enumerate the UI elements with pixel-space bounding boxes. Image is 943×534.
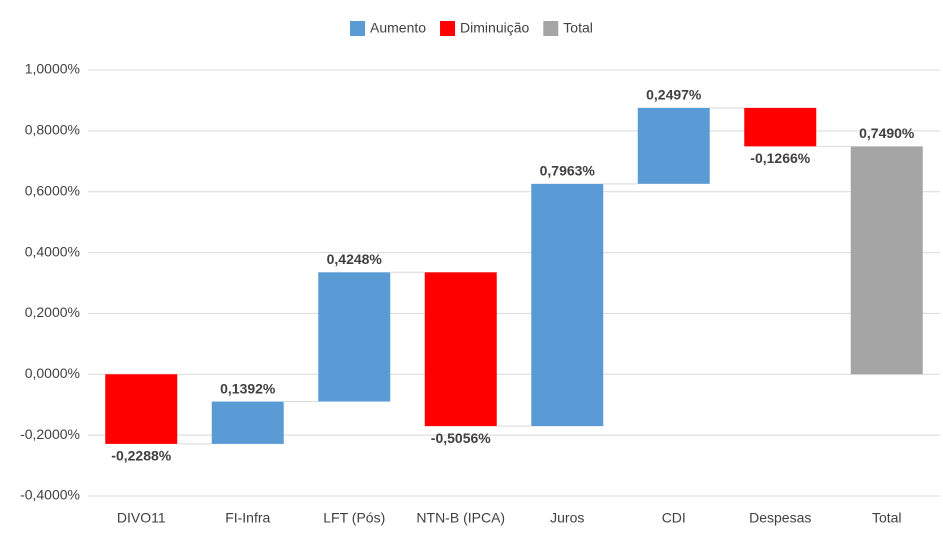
y-tick-label: 0,6000% [25, 182, 80, 198]
value-label: 0,2497% [646, 87, 702, 103]
legend-swatch [350, 21, 365, 36]
x-tick-label: LFT (Pós) [323, 510, 385, 526]
bar [744, 107, 817, 147]
legend-swatch [440, 21, 456, 36]
value-label: 0,1392% [220, 380, 276, 396]
x-tick-label: CDI [662, 510, 686, 526]
bar [105, 374, 178, 444]
y-tick-label: 0,4000% [25, 243, 80, 259]
bar [318, 272, 391, 402]
x-tick-label: FI-Infra [225, 510, 270, 526]
bar [850, 146, 923, 375]
bar [531, 183, 604, 427]
x-tick-label: NTN-B (IPCA) [416, 510, 505, 526]
y-tick-label: 0,8000% [25, 122, 80, 138]
y-tick-label: -0,2000% [20, 426, 80, 442]
y-tick-label: 0,0000% [25, 365, 80, 381]
legend-label: Total [563, 20, 593, 36]
y-tick-label: 0,2000% [25, 304, 80, 320]
value-label: -0,2288% [111, 448, 171, 464]
value-label: -0,5056% [431, 430, 491, 446]
x-tick-label: Juros [550, 510, 584, 526]
legend-swatch [543, 21, 559, 36]
x-tick-label: Total [872, 510, 902, 526]
value-label: 0,4248% [327, 251, 383, 267]
value-label: 0,7490% [859, 125, 915, 141]
legend-label: Diminuição [460, 20, 529, 36]
legend-label: Aumento [370, 20, 426, 36]
bar [424, 272, 497, 427]
value-label: 0,7963% [540, 163, 596, 179]
bar [637, 107, 710, 184]
y-tick-label: 1,0000% [25, 61, 80, 77]
bar [211, 401, 284, 444]
x-tick-label: Despesas [749, 510, 811, 526]
y-tick-label: -0,4000% [20, 487, 80, 503]
value-label: -0,1266% [750, 150, 810, 166]
x-tick-label: DIVO11 [117, 510, 166, 526]
